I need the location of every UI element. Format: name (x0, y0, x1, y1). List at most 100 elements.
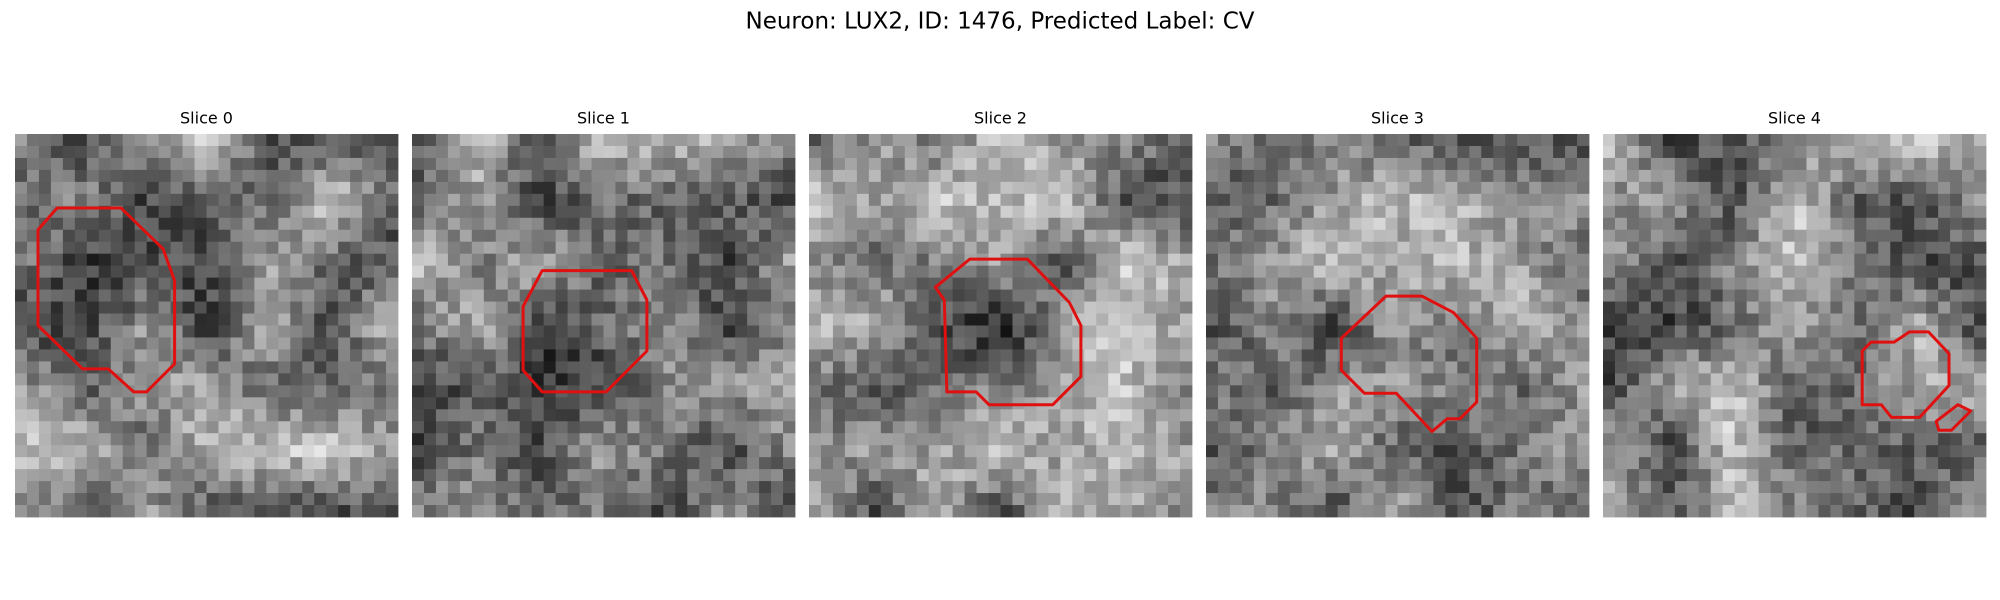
pixel (447, 457, 461, 470)
pixel (663, 313, 676, 326)
pixel (832, 397, 846, 410)
pixel (1433, 134, 1446, 147)
pixel (711, 229, 724, 243)
pixel (711, 421, 724, 434)
pixel (266, 193, 279, 207)
pixel (531, 505, 545, 518)
pixel (1902, 157, 1915, 171)
pixel (1180, 181, 1193, 195)
pixel (1505, 229, 1518, 243)
pixel (735, 397, 748, 410)
pixel (1180, 373, 1193, 386)
pixel (1842, 325, 1855, 338)
pixel (1433, 505, 1446, 518)
pixel (1168, 493, 1181, 506)
pixel (723, 193, 736, 207)
pixel (1698, 134, 1712, 147)
pixel (1638, 169, 1652, 183)
pixel (1650, 134, 1664, 147)
pixel (1120, 253, 1133, 267)
pixel (1000, 157, 1013, 171)
pixel (627, 134, 640, 147)
pixel (507, 265, 521, 279)
pixel (1758, 373, 1771, 386)
pixel (350, 253, 363, 267)
pixel (1168, 397, 1181, 410)
pixel (447, 373, 461, 386)
pixel (904, 445, 918, 458)
pixel (412, 205, 425, 219)
pixel (1084, 457, 1097, 470)
pixel (1794, 193, 1807, 207)
pixel (1421, 217, 1434, 231)
pixel (1241, 421, 1255, 434)
pixel (74, 157, 88, 171)
pixel (1445, 373, 1458, 386)
contour (36, 206, 177, 394)
pixel (856, 433, 870, 446)
pixel (844, 469, 858, 482)
pixel (1397, 505, 1410, 518)
pixel (1553, 229, 1566, 243)
pixel (627, 385, 640, 398)
pixel (759, 241, 772, 255)
pixel (134, 409, 148, 422)
pixel (1541, 205, 1554, 219)
pixel (1361, 205, 1374, 219)
pixel (1313, 373, 1327, 386)
pixel (38, 409, 52, 422)
pixel (86, 469, 100, 482)
pixel (820, 157, 834, 171)
pixel (1096, 301, 1109, 314)
pixel (567, 229, 580, 243)
pixel (1036, 385, 1049, 398)
pixel (412, 169, 425, 183)
pixel (675, 421, 688, 434)
pixel (1710, 313, 1724, 326)
pixel (519, 145, 533, 159)
pixel (651, 169, 664, 183)
pixel (988, 457, 1001, 470)
pixel (820, 325, 834, 338)
pixel (230, 265, 243, 279)
pixel (952, 349, 965, 362)
pixel (86, 193, 100, 207)
pixel (62, 361, 76, 374)
pixel (1866, 289, 1879, 302)
pixel (1770, 421, 1783, 434)
pixel (579, 181, 592, 195)
pixel (964, 301, 977, 314)
pixel (362, 325, 375, 338)
pixel (880, 145, 894, 159)
pixel (194, 409, 207, 422)
pixel (1577, 265, 1590, 279)
pixel (206, 205, 219, 219)
pixel (880, 325, 894, 338)
pixel (1409, 337, 1422, 350)
pixel (1830, 157, 1843, 171)
pixel (783, 373, 796, 386)
pixel (555, 253, 568, 267)
pixel (170, 349, 183, 362)
pixel (1974, 409, 1987, 422)
pixel (1493, 301, 1506, 314)
pixel (1060, 481, 1073, 494)
pixel (1445, 181, 1458, 195)
pixel (1902, 265, 1915, 279)
pixel (1024, 349, 1037, 362)
pixel (783, 409, 796, 422)
pixel (1842, 433, 1855, 446)
pixel (783, 169, 796, 183)
pixel (1277, 493, 1291, 506)
pixel (230, 481, 243, 494)
pixel (603, 289, 616, 302)
pixel (26, 301, 40, 314)
pixel (326, 181, 339, 195)
pixel (1674, 265, 1688, 279)
pixel (892, 265, 906, 279)
pixel (1782, 361, 1795, 374)
pixel (1397, 241, 1410, 255)
pixel (1565, 253, 1578, 267)
pixel (735, 505, 748, 518)
pixel (1866, 229, 1879, 243)
